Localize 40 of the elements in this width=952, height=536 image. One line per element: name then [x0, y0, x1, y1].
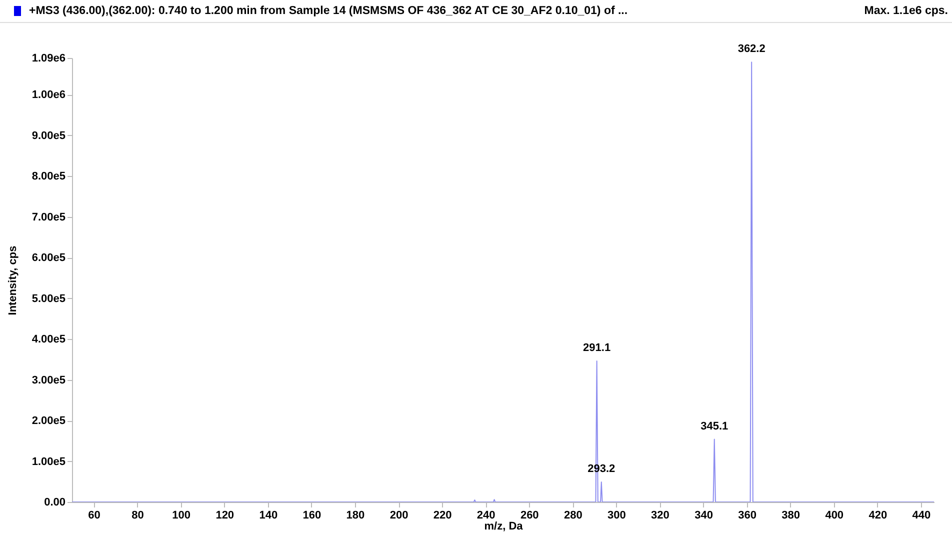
y-tick-label: 1.09e6	[32, 52, 66, 64]
x-tick-label: 380	[782, 510, 800, 522]
y-tick-label: 1.00e5	[32, 456, 66, 468]
annotation: 345.1	[700, 420, 728, 432]
x-tick-label: 140	[259, 510, 278, 522]
x-tick-label: 440	[912, 510, 931, 522]
annotation: 293.2	[588, 463, 616, 476]
x-tick-label: 180	[346, 510, 365, 522]
x-tick-label: 60	[88, 510, 100, 522]
x-tick-label: 120	[216, 510, 234, 522]
x-tick-label: 320	[651, 510, 670, 522]
x-tick-label: 220	[433, 510, 452, 522]
x-tick-label: 360	[738, 510, 756, 522]
y-tick-label: 0.00	[44, 496, 66, 508]
annotation: 362.2	[738, 43, 766, 56]
annotation: 291.1	[583, 342, 611, 354]
y-axis-title: Intensity, cps	[6, 246, 19, 316]
y-tick-label: 1.00e6	[32, 89, 66, 102]
y-tick-label: 9.00e5	[32, 130, 66, 142]
x-tick-label: 420	[868, 510, 888, 522]
y-tick-label: 2.00e5	[32, 415, 66, 428]
x-tick-label: 240	[476, 510, 496, 522]
y-tick-label: 5.00e5	[32, 292, 66, 305]
text: Max. 1.1e6 cps.	[864, 5, 948, 17]
x-tick-label: 80	[132, 510, 144, 522]
x-tick-label: 200	[390, 510, 408, 522]
y-tick-label: 7.00e5	[32, 211, 66, 224]
x-tick-label: 260	[520, 510, 539, 522]
y-tick-label: 8.00e5	[32, 170, 66, 183]
y-tick-label: 3.00e5	[32, 374, 66, 386]
x-tick-label: 400	[825, 510, 844, 522]
x-tick-label: 160	[302, 510, 322, 522]
x-tick-label: 300	[608, 510, 626, 522]
x-tick-label: 280	[564, 510, 582, 522]
chart-title: +MS3 (436.00),(362.00): 0.740 to 1.200 min from Sample 14 (MSMSMS OF 436_362 AT CE 30_AF2 0.10_01) of ...	[29, 5, 629, 17]
x-tick-label: 100	[172, 510, 191, 522]
y-tick-label: 4.00e5	[32, 334, 66, 346]
y-tick-label: 6.00e5	[32, 252, 66, 264]
x-axis-title: m/z, Da	[484, 520, 524, 532]
x-tick-label: 340	[694, 510, 713, 522]
